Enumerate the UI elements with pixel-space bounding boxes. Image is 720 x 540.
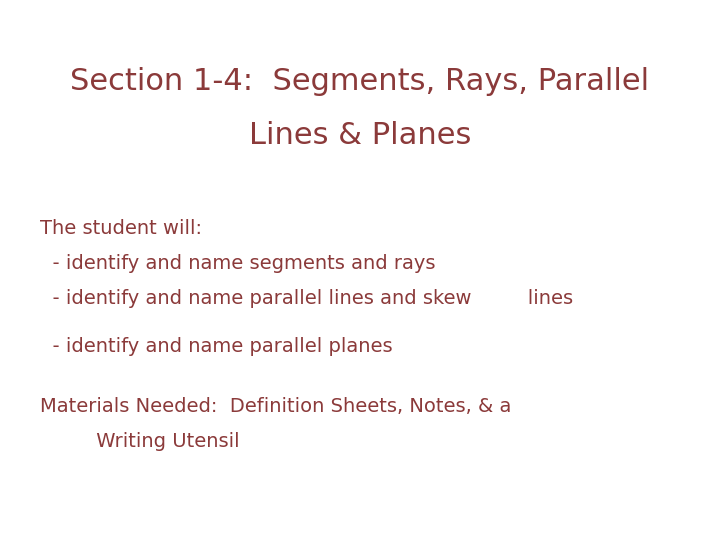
Text: Section 1-4:  Segments, Rays, Parallel: Section 1-4: Segments, Rays, Parallel bbox=[71, 68, 649, 97]
Text: - identify and name parallel planes: - identify and name parallel planes bbox=[40, 338, 392, 356]
Text: Writing Utensil: Writing Utensil bbox=[40, 432, 239, 451]
Text: - identify and name parallel lines and skew         lines: - identify and name parallel lines and s… bbox=[40, 289, 572, 308]
Text: - identify and name segments and rays: - identify and name segments and rays bbox=[40, 254, 435, 273]
Text: Lines & Planes: Lines & Planes bbox=[249, 122, 471, 151]
Text: The student will:: The student will: bbox=[40, 219, 202, 238]
Text: Materials Needed:  Definition Sheets, Notes, & a: Materials Needed: Definition Sheets, Not… bbox=[40, 397, 511, 416]
